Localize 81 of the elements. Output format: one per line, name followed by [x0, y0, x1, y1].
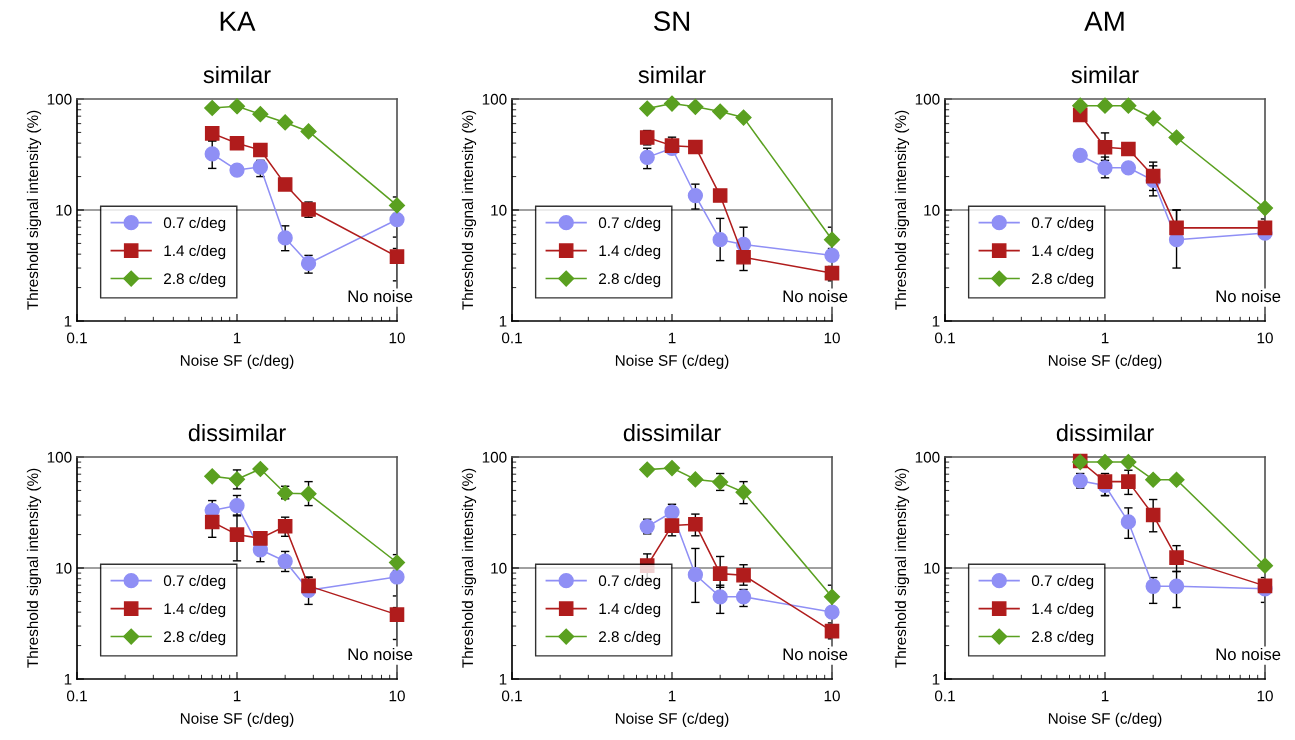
legend-label: 0.7 c/deg	[1031, 574, 1094, 590]
y-tick-label: 1	[64, 674, 72, 685]
y-tick-label: 10	[56, 204, 72, 216]
chart-title: AM	[1084, 11, 1124, 31]
legend-label: 0.7 c/deg	[163, 574, 226, 590]
chart-subtitle: similar	[203, 65, 271, 84]
x-tick-label: 10	[824, 690, 840, 702]
y-axis-title: Threshold signal intensity (%)	[461, 110, 477, 310]
legend-label: 1.4 c/deg	[164, 602, 226, 618]
x-tick-label: 0.1	[501, 332, 522, 344]
x-tick-label: 10	[389, 332, 405, 344]
annotation: No noise	[1216, 289, 1281, 303]
annotation: No noise	[783, 647, 848, 661]
legend-label: 1.4 c/deg	[599, 244, 661, 260]
x-tick-label: 1	[233, 332, 241, 344]
y-tick-label: 1	[64, 316, 72, 327]
y-tick-label: 100	[915, 451, 940, 463]
y-tick-label: 100	[47, 451, 72, 463]
legend-label: 2.8 c/deg	[1032, 630, 1094, 646]
chart-title: SN	[653, 11, 690, 32]
chart-title: dissimilar	[623, 423, 721, 442]
x-tick-label: 0.1	[934, 690, 955, 702]
chart-title: dissimilar	[1056, 423, 1154, 442]
legend-label: 2.8 c/deg	[599, 630, 661, 646]
chart-subtitle: similar	[1071, 65, 1139, 84]
x-axis-title: Noise SF (c/deg)	[180, 712, 294, 727]
y-axis-title: Threshold signal intensity (%)	[894, 468, 910, 668]
x-axis-title: Noise SF (c/deg)	[615, 354, 729, 369]
x-tick-label: 10	[1257, 690, 1273, 702]
legend-label: 2.8 c/deg	[164, 272, 226, 288]
legend-label: 0.7 c/deg	[598, 574, 661, 590]
y-tick-label: 1	[499, 674, 507, 685]
y-tick-label: 100	[47, 93, 72, 105]
legend-label: 0.7 c/deg	[1031, 216, 1094, 232]
annotation: No noise	[1216, 647, 1281, 661]
x-tick-label: 0.1	[66, 690, 87, 702]
chart-title: dissimilar	[188, 423, 286, 442]
x-axis-title: Noise SF (c/deg)	[1048, 354, 1162, 369]
y-tick-label: 1	[932, 674, 940, 685]
x-axis-title: Noise SF (c/deg)	[1048, 712, 1162, 727]
x-tick-label: 1	[1101, 690, 1109, 702]
legend-label: 0.7 c/deg	[598, 216, 661, 232]
x-axis-title: Noise SF (c/deg)	[180, 354, 294, 369]
y-axis-title: Threshold signal intensity (%)	[26, 110, 42, 310]
x-tick-label: 0.1	[66, 332, 87, 344]
x-tick-label: 0.1	[501, 690, 522, 702]
y-axis-title: Threshold signal intensity (%)	[894, 110, 910, 310]
x-tick-label: 1	[1101, 332, 1109, 344]
legend-label: 1.4 c/deg	[599, 602, 661, 618]
y-tick-label: 10	[491, 204, 507, 216]
x-tick-label: 0.1	[934, 332, 955, 344]
y-tick-label: 1	[932, 316, 940, 327]
legend-label: 2.8 c/deg	[1032, 272, 1094, 288]
legend-label: 0.7 c/deg	[163, 216, 226, 232]
x-tick-label: 10	[824, 332, 840, 344]
legend-label: 1.4 c/deg	[1032, 602, 1094, 618]
x-tick-label: 1	[233, 690, 241, 702]
y-tick-label: 100	[915, 93, 940, 105]
legend-label: 2.8 c/deg	[164, 630, 226, 646]
y-axis-title: Threshold signal intensity (%)	[26, 468, 42, 668]
x-tick-label: 1	[668, 332, 676, 344]
y-tick-label: 10	[491, 562, 507, 574]
y-tick-label: 1	[499, 316, 507, 327]
y-tick-label: 10	[56, 562, 72, 574]
legend-label: 2.8 c/deg	[599, 272, 661, 288]
x-tick-label: 1	[668, 690, 676, 702]
x-axis-title: Noise SF (c/deg)	[615, 712, 729, 727]
y-tick-label: 100	[482, 451, 507, 463]
annotation: No noise	[348, 289, 413, 303]
x-tick-label: 10	[389, 690, 405, 702]
legend-label: 1.4 c/deg	[1032, 244, 1094, 260]
chart-title: KA	[220, 11, 256, 31]
y-tick-label: 100	[482, 93, 507, 105]
y-axis-title: Threshold signal intensity (%)	[461, 468, 477, 668]
annotation: No noise	[783, 289, 848, 303]
y-tick-label: 10	[924, 204, 940, 216]
annotation: No noise	[348, 647, 413, 661]
y-tick-label: 10	[924, 562, 940, 574]
x-tick-label: 10	[1257, 332, 1273, 344]
chart-subtitle: similar	[638, 65, 706, 84]
legend-label: 1.4 c/deg	[164, 244, 226, 260]
